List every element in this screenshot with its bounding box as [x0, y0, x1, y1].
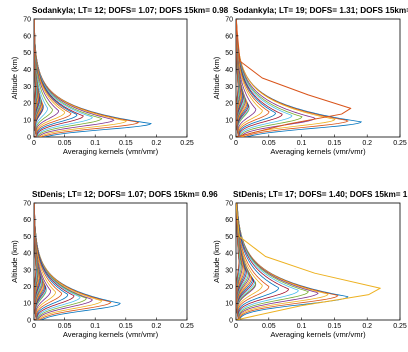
x-tick-label: 0 [32, 140, 36, 147]
y-tick-label: 50 [225, 50, 233, 57]
x-tick-label: 0.1 [90, 323, 100, 330]
y-tick-label: 10 [23, 301, 31, 308]
panel-title: Sodankyla; LT= 12; DOFS= 1.07; DOFS 15km… [32, 6, 229, 15]
x-tick-label: 0.25 [180, 140, 194, 147]
kernel-curves [34, 203, 121, 320]
panel-title: StDenis; LT= 12; DOFS= 1.07; DOFS 15km= … [32, 190, 218, 199]
y-tick-label: 70 [23, 200, 31, 207]
x-tick-label: 0 [32, 323, 36, 330]
x-tick-label: 0.1 [297, 323, 307, 330]
kernel-line [236, 203, 240, 320]
y-tick-label: 20 [225, 101, 233, 108]
y-tick-label: 50 [23, 50, 31, 57]
outlier-kernel-line [236, 203, 381, 320]
x-tick-label: 0.25 [393, 140, 407, 147]
panel-2: Sodankyla; LT= 19; DOFS= 1.31; DOFS 15km… [212, 6, 408, 156]
x-tick-label: 0.1 [297, 140, 307, 147]
y-tick-label: 0 [27, 317, 31, 324]
y-tick-label: 40 [225, 251, 233, 258]
kernel-line [34, 203, 37, 320]
y-tick-label: 20 [23, 101, 31, 108]
x-axis-label: Averaging kernels (vmr/vmr) [63, 330, 159, 339]
y-tick-label: 0 [27, 134, 31, 141]
x-tick-label: 0.05 [58, 323, 72, 330]
y-axis-label: Altitude (km) [10, 240, 19, 283]
y-tick-label: 50 [23, 234, 31, 241]
kernel-curves [236, 19, 363, 137]
y-tick-label: 40 [225, 67, 233, 74]
y-tick-label: 30 [23, 84, 31, 91]
y-tick-label: 60 [23, 217, 31, 224]
y-tick-label: 70 [23, 16, 31, 23]
x-axis-label: Averaging kernels (vmr/vmr) [63, 147, 159, 156]
panel-1: Sodankyla; LT= 12; DOFS= 1.07; DOFS 15km… [10, 6, 229, 156]
x-axis-label: Averaging kernels (vmr/vmr) [270, 330, 366, 339]
x-tick-label: 0.25 [393, 323, 407, 330]
outlier-kernel-line [236, 19, 352, 137]
y-tick-label: 50 [225, 234, 233, 241]
x-tick-label: 0.2 [362, 140, 372, 147]
panel-title: Sodankyla; LT= 19; DOFS= 1.31; DOFS 15km… [233, 6, 408, 15]
panel-3: StDenis; LT= 12; DOFS= 1.07; DOFS 15km= … [10, 190, 218, 339]
kernel-curves [236, 203, 381, 320]
y-tick-label: 0 [229, 317, 233, 324]
y-tick-label: 10 [225, 301, 233, 308]
x-tick-label: 0.15 [328, 323, 342, 330]
x-tick-label: 0.2 [152, 140, 162, 147]
x-tick-label: 0.05 [262, 323, 276, 330]
x-tick-label: 0.05 [262, 140, 276, 147]
x-tick-label: 0.2 [152, 323, 162, 330]
y-tick-label: 70 [225, 16, 233, 23]
y-tick-label: 10 [225, 118, 233, 125]
y-tick-label: 20 [23, 284, 31, 291]
y-tick-label: 70 [225, 200, 233, 207]
y-axis-label: Altitude (km) [10, 56, 19, 99]
x-tick-label: 0.25 [180, 323, 194, 330]
y-tick-label: 30 [225, 84, 233, 91]
x-tick-label: 0.15 [119, 140, 133, 147]
kernel-curves [34, 19, 152, 137]
kernel-line [236, 19, 239, 137]
y-tick-label: 30 [225, 267, 233, 274]
y-tick-label: 60 [225, 33, 233, 40]
y-tick-label: 40 [23, 251, 31, 258]
y-tick-label: 10 [23, 118, 31, 125]
y-tick-label: 60 [23, 33, 31, 40]
y-tick-label: 0 [229, 134, 233, 141]
x-tick-label: 0 [234, 323, 238, 330]
y-tick-label: 60 [225, 217, 233, 224]
plot-area [33, 18, 188, 138]
x-tick-label: 0.1 [90, 140, 100, 147]
x-tick-label: 0.05 [58, 140, 72, 147]
plot-area [235, 18, 401, 138]
x-tick-label: 0.2 [362, 323, 372, 330]
y-tick-label: 30 [23, 267, 31, 274]
kernel-line [34, 19, 37, 137]
y-tick-label: 20 [225, 284, 233, 291]
x-axis-label: Averaging kernels (vmr/vmr) [270, 147, 366, 156]
y-axis-label: Altitude (km) [212, 240, 221, 283]
y-axis-label: Altitude (km) [212, 56, 221, 99]
panel-title: StDenis; LT= 17; DOFS= 1.40; DOFS 15km= … [233, 190, 408, 199]
x-tick-label: 0 [234, 140, 238, 147]
panel-4: StDenis; LT= 17; DOFS= 1.40; DOFS 15km= … [212, 190, 408, 339]
x-tick-label: 0.15 [119, 323, 133, 330]
x-tick-label: 0.15 [328, 140, 342, 147]
y-tick-label: 40 [23, 67, 31, 74]
